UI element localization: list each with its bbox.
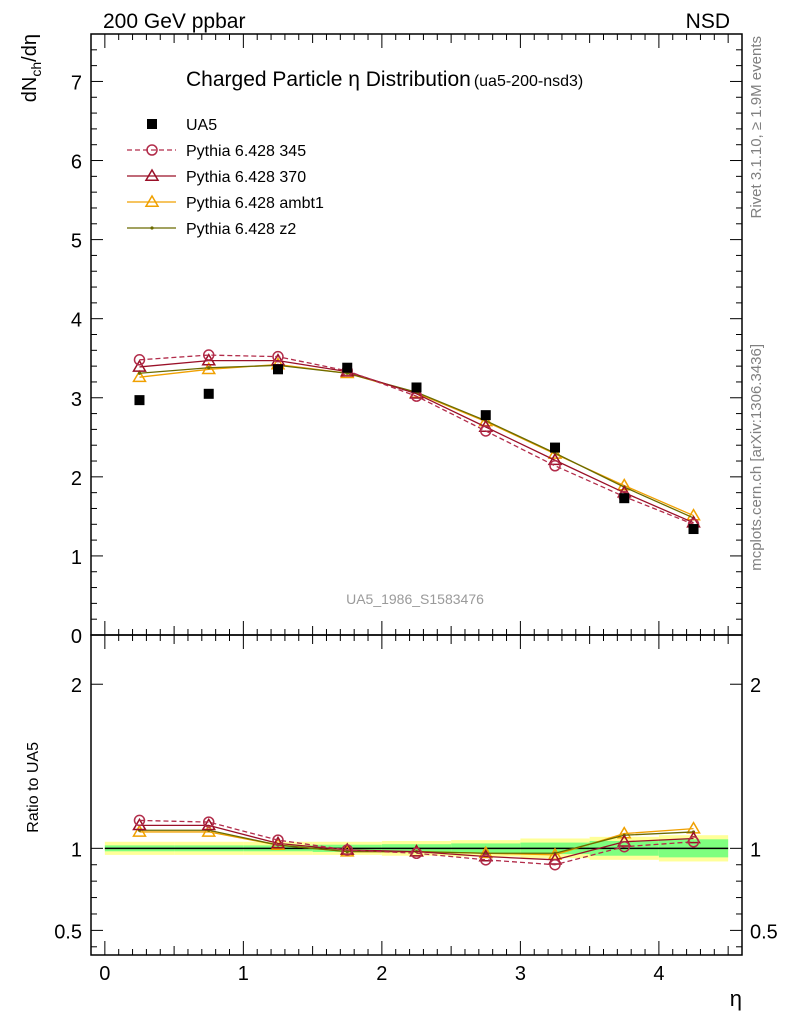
watermark-label: UA5_1986_S1583476 <box>346 591 484 607</box>
side-label-rivet: Rivet 3.1.10, ≥ 1.9M events <box>748 36 765 219</box>
ratio-point-pythia-6-428-345 <box>480 854 492 866</box>
legend-label-pythia-6-428-z2: Pythia 6.428 z2 <box>186 221 296 238</box>
ratio-y-tick-label: 2 <box>71 675 82 697</box>
y-label-sub: ch <box>28 62 44 77</box>
ratio-point-pythia-6-428-370 <box>547 852 563 865</box>
ratio-frame <box>90 634 743 956</box>
data-point-ua5 <box>203 388 214 399</box>
ratio-series-layer <box>132 814 701 871</box>
x-tick-label: 0 <box>99 963 110 985</box>
x-tick-label: 2 <box>376 963 387 985</box>
ratio-point-pythia-6-428-345 <box>341 844 353 856</box>
y-label-dn: dN <box>19 77 41 103</box>
main-y-tick-label: 4 <box>71 310 82 332</box>
series-line-pythia-6-428-345 <box>139 354 694 525</box>
ratio-point-pythia-6-428-345 <box>549 858 561 871</box>
series-point-pythia-6-428-345 <box>549 460 561 472</box>
main-y-axis-label: dNch/dη <box>19 34 44 102</box>
main-series-layer <box>132 349 701 531</box>
data-point-ua5 <box>550 442 561 453</box>
data-point-ua5 <box>342 362 353 373</box>
ratio-point-pythia-6-428-370 <box>409 844 424 857</box>
data-point-ua5 <box>134 395 145 406</box>
series-point-pythia-6-428-345 <box>133 354 146 366</box>
main-data-layer <box>134 362 699 535</box>
series-point-pythia-6-428-345 <box>202 349 215 361</box>
chart-title-sub: (ua5-200-nsd3) <box>474 73 583 90</box>
ratio-point-pythia-6-428-370 <box>270 835 286 849</box>
ratio-panel: 0.5 0.5 1 1 2 2 0 1 2 3 4 Ratio to UA5 η <box>25 634 778 1011</box>
legend: UA5 Pythia 6.428 345 Pythia 6.428 370 Pythi… <box>127 117 324 238</box>
ratio-point-pythia-6-428-z2 <box>345 850 349 854</box>
legend-marker-pythia-6-428-ambt1 <box>144 194 160 207</box>
series-point-pythia-6-428-ambt1 <box>132 369 147 383</box>
main-y-tick-label: 3 <box>71 389 82 411</box>
ratio-y-axis-label: Ratio to UA5 <box>25 742 42 833</box>
main-y-tick-label: 2 <box>71 468 82 490</box>
legend-label-ua5: UA5 <box>186 117 217 134</box>
main-panel: 0 1 2 3 4 5 6 7 dNch/dη Charged Particle η Dist… <box>19 33 743 648</box>
data-point-ua5 <box>411 382 422 393</box>
ratio-point-pythia-6-428-ambt1 <box>478 845 494 859</box>
ratio-y-tick-label-right: 2 <box>750 675 761 697</box>
x-tick-label: 1 <box>238 963 249 985</box>
chart-title: Charged Particle η Distribution (ua5-200-… <box>186 68 583 91</box>
ratio-point-pythia-6-428-370 <box>339 842 355 855</box>
legend-marker-pythia-6-428-345 <box>146 144 158 156</box>
data-point-ua5 <box>480 410 491 421</box>
legend-marker-ua5 <box>147 119 157 129</box>
ratio-point-pythia-6-428-345 <box>202 816 215 828</box>
x-axis-label: η <box>730 986 742 1011</box>
series-point-pythia-6-428-345 <box>272 350 284 363</box>
header-left-label: 200 GeV ppbar <box>103 10 245 33</box>
main-y-tick-label: 0 <box>71 626 82 648</box>
ratio-y-tick-label-right: 1 <box>750 839 761 861</box>
x-tick-label: 3 <box>515 963 526 985</box>
ratio-point-pythia-6-428-370 <box>616 834 632 847</box>
ratio-y-tick-label-right: 0.5 <box>750 921 778 943</box>
series-point-pythia-6-428-z2 <box>137 371 142 375</box>
ratio-point-pythia-6-428-345 <box>133 814 146 827</box>
ratio-line-pythia-6-428-370 <box>139 824 694 861</box>
ratio-point-pythia-6-428-370 <box>201 817 217 831</box>
header-right-label: NSD <box>686 10 730 33</box>
legend-label-pythia-6-428-345: Pythia 6.428 345 <box>186 143 306 160</box>
legend-marker-pythia-6-428-370 <box>144 168 160 181</box>
series-point-pythia-6-428-370 <box>547 452 563 466</box>
main-y-tick-label: 6 <box>71 152 82 174</box>
data-point-ua5 <box>688 524 699 535</box>
main-y-tick-label: 7 <box>71 72 82 94</box>
data-point-ua5 <box>272 364 283 375</box>
side-label-mcplots: mcplots.cern.ch [arXiv:1306.3436] <box>748 344 765 571</box>
ratio-y-tick-label: 0.5 <box>54 921 82 943</box>
main-y-tick-label: 1 <box>71 547 82 569</box>
legend-marker-pythia-6-428-z2 <box>150 226 154 230</box>
ratio-ticks: 0.5 0.5 1 1 2 2 0 1 2 3 4 <box>54 635 778 985</box>
series-point-pythia-6-428-ambt1 <box>547 446 563 459</box>
ratio-point-pythia-6-428-345 <box>272 834 284 846</box>
chart-title-main: Charged Particle η Distribution <box>186 68 471 91</box>
ratio-y-tick-label: 1 <box>71 839 82 861</box>
ratio-point-pythia-6-428-ambt1 <box>132 824 147 837</box>
x-tick-label: 4 <box>653 963 664 985</box>
series-point-pythia-6-428-ambt1 <box>616 478 632 491</box>
data-point-ua5 <box>619 493 630 504</box>
series-point-pythia-6-428-345 <box>480 425 492 437</box>
legend-label-pythia-6-428-370: Pythia 6.428 370 <box>186 169 306 186</box>
ratio-line-pythia-6-428-345 <box>139 819 694 866</box>
ratio-point-pythia-6-428-345 <box>410 847 423 860</box>
series-line-pythia-6-428-370 <box>139 359 694 524</box>
series-point-pythia-6-428-370 <box>132 359 147 372</box>
ratio-point-pythia-6-428-ambt1 <box>616 826 632 839</box>
main-y-tick-label: 5 <box>71 231 82 253</box>
ratio-point-pythia-6-428-345 <box>687 836 700 848</box>
legend-label-pythia-6-428-ambt1: Pythia 6.428 ambt1 <box>186 195 324 212</box>
series-point-pythia-6-428-z2 <box>207 366 211 370</box>
main-ticks: 0 1 2 3 4 5 6 7 <box>71 34 743 648</box>
ratio-point-pythia-6-428-345 <box>618 840 631 853</box>
y-label-rest: /dη <box>19 34 41 62</box>
